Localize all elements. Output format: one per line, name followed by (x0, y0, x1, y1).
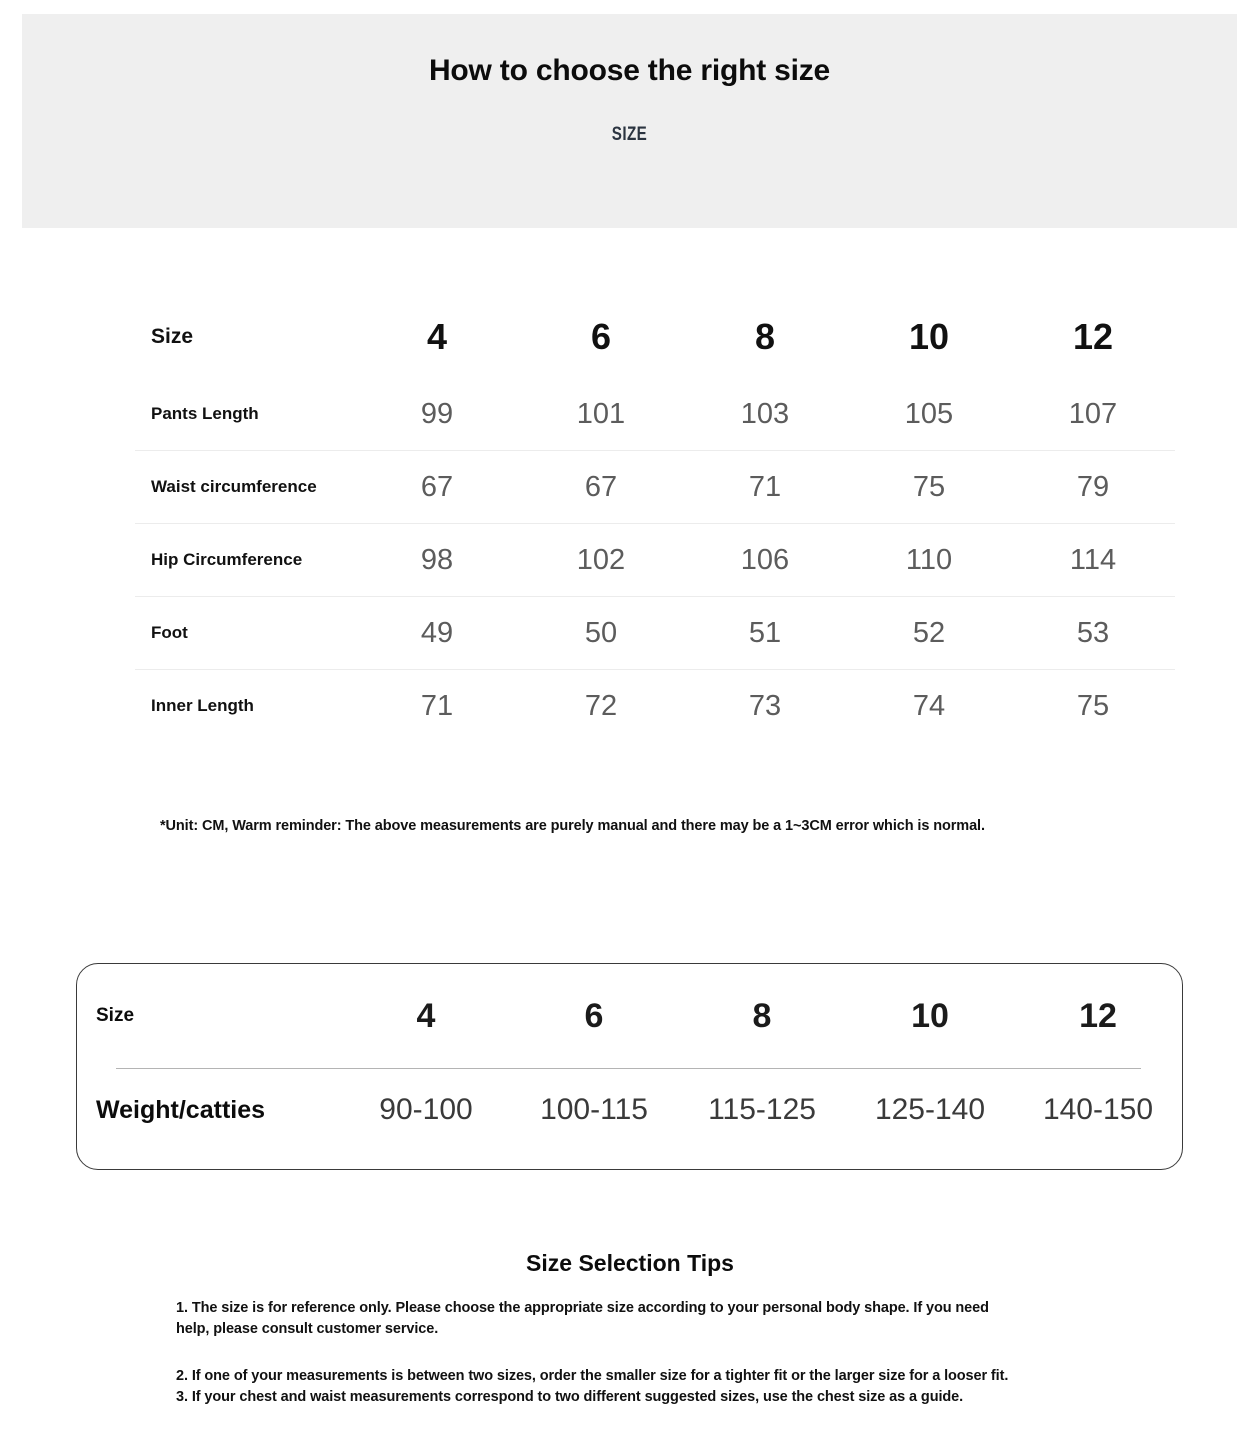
cell-value: 53 (1076, 616, 1110, 649)
cell-value: 140-150 (1042, 1093, 1154, 1126)
cell-value: 106 (740, 543, 790, 576)
column-header-size: Size (96, 1005, 135, 1026)
column-header-size: Size (151, 324, 194, 348)
cell-value: 75 (1076, 689, 1110, 722)
tip-item-3: 3. If your chest and waist measurements … (176, 1389, 964, 1406)
page-title: How to choose the right size (428, 54, 831, 87)
cell-value: 110 (905, 543, 953, 576)
header-banner: How to choose the right size SIZE (22, 14, 1237, 228)
cell-value: 100-115 (540, 1093, 648, 1126)
cell-value: 98 (420, 543, 454, 576)
cell-value: 103 (740, 397, 790, 430)
cell-value: 72 (584, 689, 618, 722)
cell-value: 99 (420, 397, 454, 430)
cell-value: 67 (420, 470, 454, 503)
row-label: Hip Circumference (151, 550, 303, 570)
row-label: Waist circumference (151, 477, 317, 497)
size-header-3: 10 (908, 316, 950, 357)
table-row: Pants Length 99 101 103 105 107 (135, 378, 1175, 451)
weight-table-row: Weight/catties 90-100 100-115 115-125 12… (77, 1060, 1182, 1160)
weight-size-header-3: 10 (911, 996, 949, 1035)
weight-size-header-1: 6 (584, 996, 604, 1035)
cell-value: 101 (576, 397, 626, 430)
size-header-4: 12 (1072, 316, 1114, 357)
page-subtitle: SIZE (611, 124, 648, 145)
cell-value: 105 (904, 397, 954, 430)
cell-value: 115-125 (708, 1093, 816, 1126)
weight-size-table: Size 4 6 8 10 12 Weight/catties 90-100 1… (76, 963, 1183, 1170)
table-header-row: Size 4 6 8 10 12 (135, 296, 1175, 378)
tips-body: 1. The size is for reference only. Pleas… (176, 1298, 1096, 1408)
tip-item-1: 1. The size is for reference only. Pleas… (176, 1298, 1096, 1340)
cell-value: 107 (1068, 397, 1118, 430)
cell-value: 67 (584, 470, 618, 503)
row-label: Inner Length (151, 696, 254, 716)
cell-value: 50 (584, 616, 618, 649)
table-row: Hip Circumference 98 102 106 110 114 (135, 524, 1175, 597)
row-label: Foot (151, 623, 188, 643)
cell-value: 114 (1069, 543, 1117, 576)
size-header-2: 8 (754, 316, 776, 357)
table-row: Inner Length 71 72 73 74 75 (135, 670, 1175, 742)
tip-item-1-line-2: help, please consult customer service. (176, 1321, 439, 1338)
tip-item-2: 2. If one of your measurements is betwee… (176, 1368, 1009, 1385)
table-row: Foot 49 50 51 52 53 (135, 597, 1175, 670)
cell-value: 73 (748, 689, 782, 722)
table-row: Waist circumference 67 67 71 75 79 (135, 451, 1175, 524)
tip-item-2-and-3: 2. If one of your measurements is betwee… (176, 1366, 1096, 1408)
cell-value: 79 (1076, 470, 1110, 503)
size-header-1: 6 (590, 316, 612, 357)
cell-value: 49 (420, 616, 454, 649)
cell-value: 52 (912, 616, 946, 649)
size-header-0: 4 (426, 316, 448, 357)
row-label: Pants Length (151, 404, 259, 424)
weight-size-header-0: 4 (416, 996, 436, 1035)
cell-value: 51 (748, 616, 782, 649)
weight-size-header-2: 8 (752, 996, 772, 1035)
cell-value: 71 (420, 689, 454, 722)
cell-value: 125-140 (874, 1093, 986, 1126)
weight-table-header-row: Size 4 6 8 10 12 (77, 964, 1182, 1060)
cell-value: 75 (912, 470, 946, 503)
weight-table-divider (116, 1068, 1141, 1070)
measurement-footnote: *Unit: CM, Warm reminder: The above meas… (160, 818, 985, 834)
cell-value: 90-100 (379, 1093, 473, 1126)
cell-value: 102 (576, 543, 626, 576)
cell-value: 74 (912, 689, 946, 722)
size-measurement-table: Size 4 6 8 10 12 Pants Length 99 101 103… (135, 296, 1175, 742)
weight-size-header-4: 12 (1079, 996, 1117, 1035)
tip-item-1-line-1: 1. The size is for reference only. Pleas… (176, 1300, 989, 1316)
cell-value: 71 (748, 470, 782, 503)
row-label: Weight/catties (96, 1095, 266, 1124)
tips-heading: Size Selection Tips (526, 1250, 734, 1276)
